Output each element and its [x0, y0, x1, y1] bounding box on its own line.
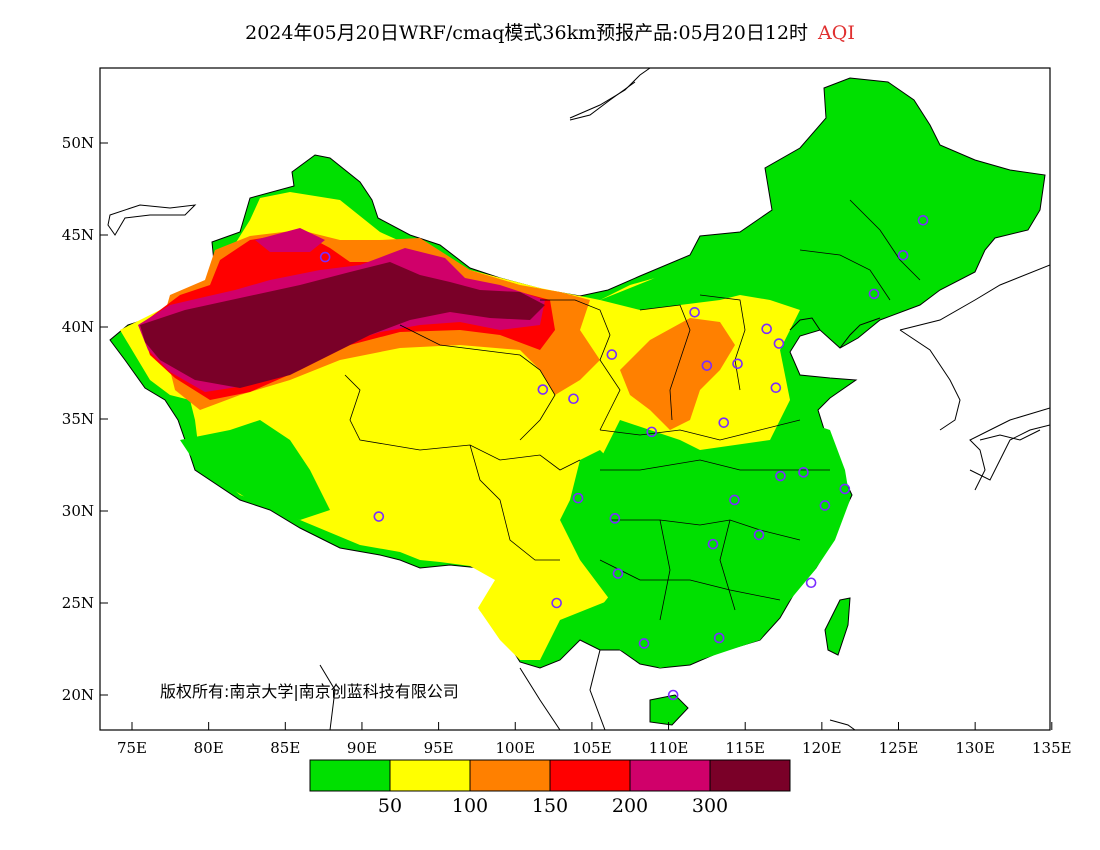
- lat-tick-label: 25N: [62, 594, 94, 612]
- city-station-marker: [770, 382, 782, 394]
- lon-tick-label: 105E: [572, 739, 612, 757]
- lat-tick-label: 30N: [62, 502, 94, 520]
- legend-swatch: [469, 759, 551, 792]
- city-station-marker: [646, 426, 657, 438]
- city-station-marker: [868, 288, 880, 300]
- city-station-marker: [319, 251, 331, 263]
- lat-tick-label: 20N: [62, 686, 94, 704]
- legend-swatch: [709, 759, 791, 792]
- title-text: 2024年05月20日WRF/cmaq模式36km预报产品:05月20日12时: [245, 22, 809, 44]
- lat-tick-label: 40N: [62, 318, 94, 336]
- lon-tick-label: 135E: [1032, 739, 1072, 757]
- city-station-marker: [732, 358, 743, 370]
- latitude-axis: 50N 45N 40N 35N 30N 25N 20N: [62, 134, 108, 704]
- city-station-marker: [638, 638, 650, 649]
- city-station-marker: [373, 511, 385, 522]
- lon-tick-label: 130E: [955, 739, 995, 757]
- aqi-sensitive-patch-north-china: [620, 318, 735, 430]
- city-station-marker: [606, 349, 618, 360]
- legend-swatch: [629, 759, 711, 792]
- longitude-axis: 75E 80E 85E 90E 95E 100E 105E 110E 115E 120E 125E 1…: [117, 722, 1072, 757]
- city-station-marker: [701, 360, 713, 371]
- city-station-marker: [667, 689, 679, 701]
- legend-swatch: [389, 759, 471, 792]
- city-station-marker: [551, 597, 562, 609]
- city-station-marker: [798, 467, 809, 478]
- lon-tick-label: 80E: [194, 739, 224, 757]
- city-station-marker: [775, 470, 786, 482]
- province-boundaries: [344, 199, 921, 621]
- lon-tick-label: 75E: [117, 739, 147, 757]
- city-station-marker: [612, 568, 624, 579]
- map-title: 2024年05月20日WRF/cmaq模式36km预报产品:05月20日12时 A…: [0, 18, 1100, 45]
- city-station-marker: [609, 513, 621, 524]
- city-station-marker: [689, 306, 700, 318]
- city-stations: [319, 214, 929, 701]
- lon-tick-label: 85E: [270, 739, 300, 757]
- legend-swatch: [549, 759, 631, 792]
- lon-tick-label: 115E: [725, 739, 765, 757]
- green-patch-west: [180, 420, 330, 520]
- legend-swatch: [309, 759, 391, 792]
- aqi-color-legend: 50 100 150 200 300: [309, 759, 791, 817]
- legend-label: 50: [378, 795, 402, 817]
- aqi-very-unhealthy-patch-north: [255, 228, 325, 252]
- lat-tick-label: 45N: [62, 226, 94, 244]
- lon-tick-label: 90E: [347, 739, 377, 757]
- lon-tick-label: 95E: [424, 739, 454, 757]
- city-station-marker: [568, 393, 579, 405]
- city-station-marker: [761, 323, 772, 335]
- city-station-marker: [897, 249, 909, 261]
- city-station-marker: [917, 214, 929, 226]
- legend-label: 100: [452, 795, 488, 817]
- city-station-marker: [805, 577, 817, 589]
- city-station-marker: [537, 384, 549, 395]
- legend-label: 300: [692, 795, 728, 817]
- city-station-marker: [707, 538, 719, 550]
- legend-label: 150: [532, 795, 568, 817]
- city-station-marker: [572, 492, 584, 504]
- city-station-marker: [753, 529, 765, 541]
- city-station-marker: [713, 632, 725, 644]
- city-station-marker: [839, 483, 851, 495]
- taiwan-island: [824, 597, 851, 656]
- title-variable: AQI: [818, 22, 855, 44]
- lat-tick-label: 50N: [62, 134, 94, 152]
- city-station-marker: [819, 500, 831, 511]
- green-patch-south: [570, 420, 850, 668]
- city-station-marker: [773, 338, 785, 349]
- hainan-island: [649, 694, 689, 726]
- legend-label: 200: [612, 795, 648, 817]
- green-patch-northeast: [600, 212, 780, 310]
- aqi-hazardous-region: [140, 262, 545, 388]
- lon-tick-label: 100E: [495, 739, 535, 757]
- lon-tick-label: 110E: [649, 739, 689, 757]
- copyright-text: 版权所有:南京大学|南京创蓝科技有限公司: [160, 682, 459, 701]
- map-border: [99, 67, 1051, 731]
- city-station-marker: [718, 417, 730, 428]
- lat-tick-label: 35N: [62, 410, 94, 428]
- lon-tick-label: 125E: [879, 739, 919, 757]
- neighbour-coastlines: [107, 68, 1050, 730]
- city-station-marker: [729, 494, 740, 506]
- lon-tick-label: 120E: [802, 739, 842, 757]
- map-field: 版权所有:南京大学|南京创蓝科技有限公司: [107, 68, 1050, 730]
